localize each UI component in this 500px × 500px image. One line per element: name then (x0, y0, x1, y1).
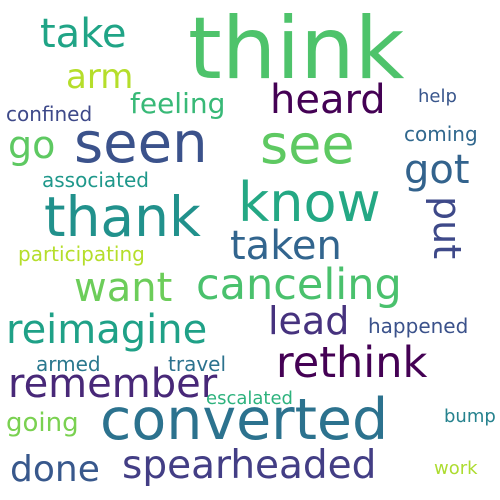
word-rethink: rethink (276, 338, 428, 388)
word-work: work (434, 458, 478, 479)
word-participating: participating (18, 242, 145, 266)
word-got: got (404, 147, 470, 193)
word-travel: travel (168, 352, 227, 376)
word-know: know (238, 171, 381, 234)
word-going: going (6, 408, 79, 438)
word-go: go (8, 123, 56, 167)
word-converted: converted (100, 387, 389, 453)
word-confined: confined (6, 102, 93, 126)
word-thank: thank (44, 185, 201, 249)
word-feeling: feeling (130, 87, 226, 120)
word-done: done (10, 449, 100, 490)
word-armed: armed (36, 352, 101, 376)
word-canceling: canceling (196, 260, 402, 310)
word-seen: seen (74, 111, 208, 176)
word-take: take (40, 11, 127, 57)
word-coming: coming (404, 122, 478, 146)
word-put: put (425, 196, 469, 260)
word-heard: heard (270, 77, 386, 123)
word-want: want (74, 265, 173, 311)
word-spearheaded: spearheaded (122, 443, 377, 488)
word-bump: bump (444, 406, 496, 427)
word-help: help (418, 86, 457, 107)
word-happened: happened (368, 314, 469, 338)
word-see: see (260, 113, 355, 176)
word-taken: taken (230, 223, 342, 269)
word-think: think (188, 0, 405, 99)
word-associated: associated (42, 168, 149, 192)
word-lead: lead (268, 299, 350, 343)
word-reimagine: reimagine (6, 307, 208, 353)
word-remember: remember (8, 361, 218, 407)
word-escalated: escalated (206, 388, 293, 409)
word-arm: arm (66, 57, 134, 97)
